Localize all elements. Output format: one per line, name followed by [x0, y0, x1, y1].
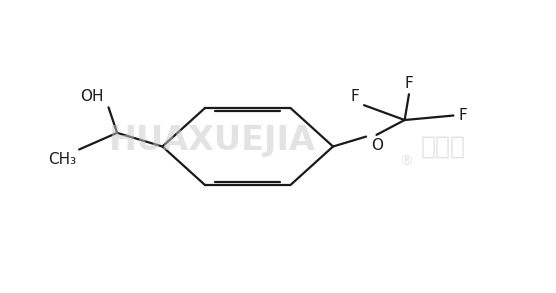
Text: O: O [371, 138, 384, 153]
Text: CH₃: CH₃ [48, 152, 76, 167]
Text: HUAXUEJIA: HUAXUEJIA [108, 124, 315, 157]
Text: F: F [351, 89, 360, 104]
Text: OH: OH [81, 89, 104, 105]
Text: ®: ® [399, 155, 413, 169]
Text: F: F [459, 108, 468, 123]
Text: F: F [405, 76, 413, 91]
Text: 化学加: 化学加 [421, 134, 465, 159]
